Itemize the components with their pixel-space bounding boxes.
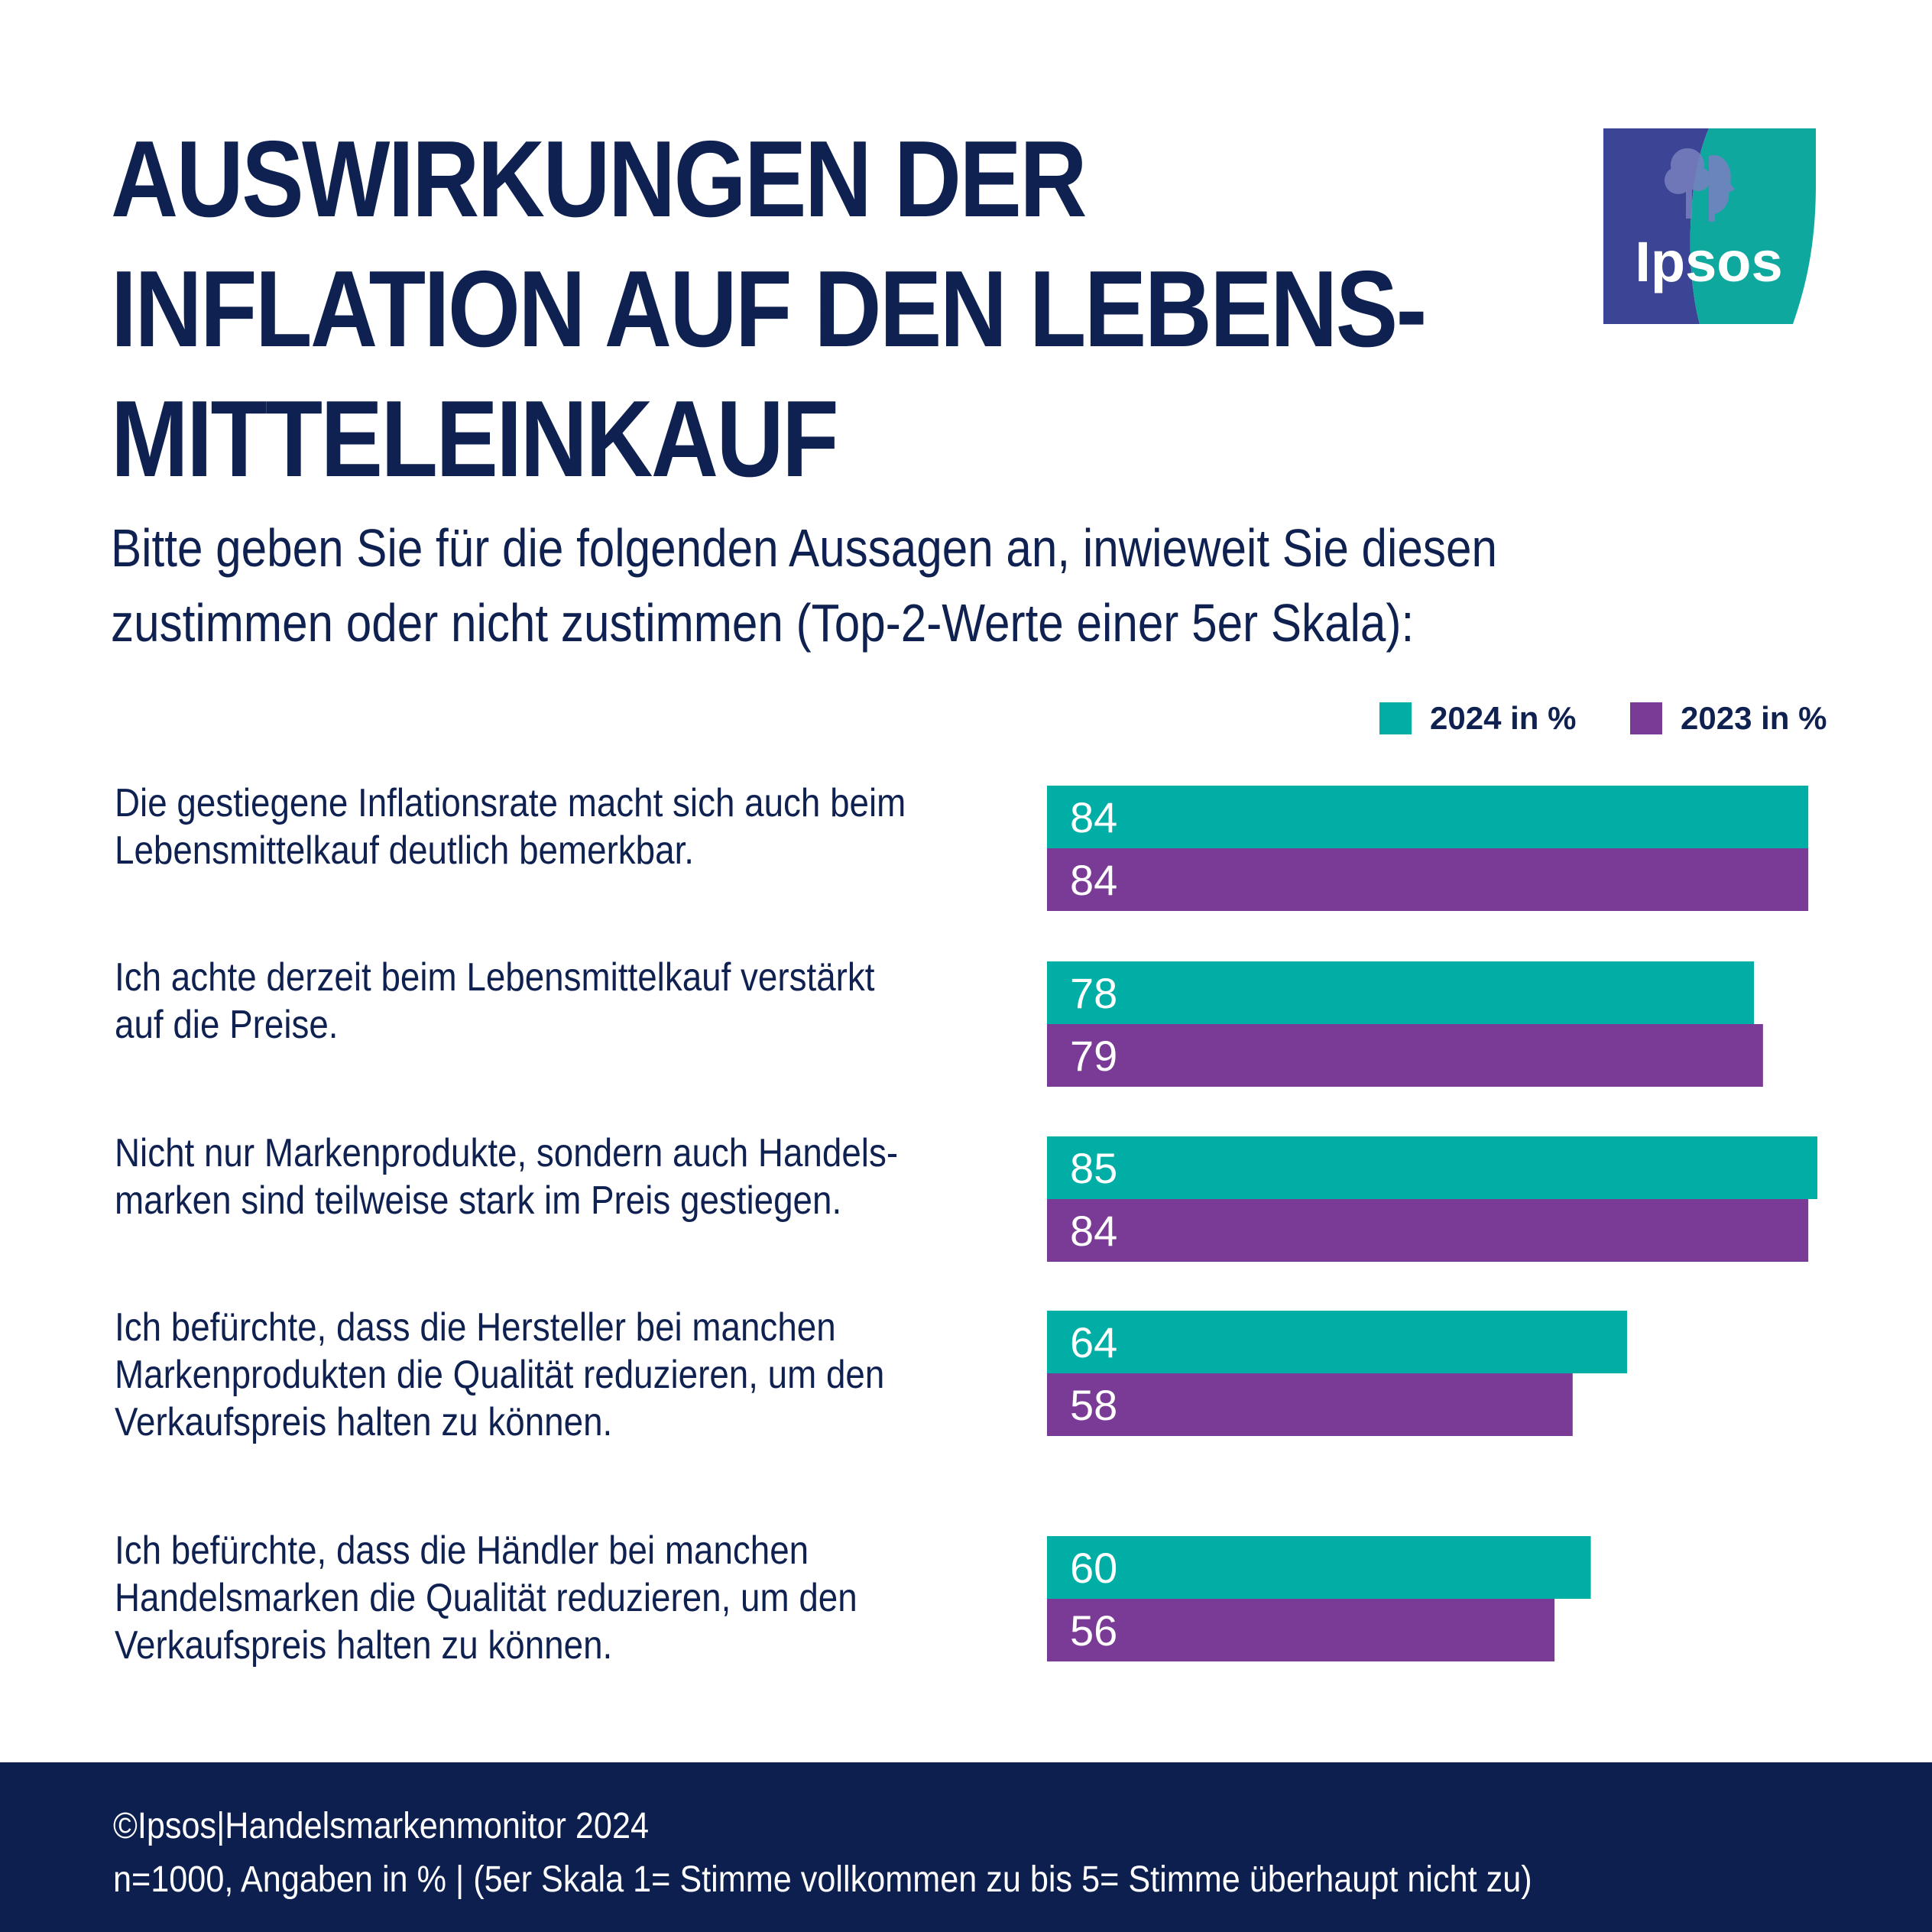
legend-swatch-2024 xyxy=(1379,702,1412,734)
bar-chart: 84 84 78 79 85 84 64 58 60 56 xyxy=(1047,786,1817,1661)
data-label-2023-statement-4: 58 xyxy=(1070,1381,1117,1429)
subtitle: Bitte geben Sie für die folgenden Aussag… xyxy=(111,511,1688,660)
data-label-2024-statement-4: 64 xyxy=(1070,1318,1117,1366)
subtitle-line-1: Bitte geben Sie für die folgenden Aussag… xyxy=(111,518,1497,578)
bar-2024-statement-3 xyxy=(1047,1136,1817,1199)
legend-item-2023: 2023 in % xyxy=(1630,700,1827,736)
legend-label-2024: 2024 in % xyxy=(1430,700,1577,736)
statement-5-line-3: Verkaufspreis halten zu können. xyxy=(115,1623,613,1668)
bar-2024-statement-1 xyxy=(1047,786,1809,848)
title-line-3: MITTELEINKAUF xyxy=(111,378,839,500)
statement-1-line-2: Lebensmittelkauf deutlich bemerkbar. xyxy=(115,828,695,873)
statement-4: Ich befürchte, dass die Hersteller bei m… xyxy=(115,1304,955,1446)
statement-3: Nicht nur Markenprodukte, sondern auch H… xyxy=(115,1130,955,1224)
statement-5: Ich befürchte, dass die Händler bei manc… xyxy=(115,1527,955,1669)
bar-2023-statement-3 xyxy=(1047,1199,1809,1262)
legend-label-2023: 2023 in % xyxy=(1681,700,1827,736)
data-label-2024-statement-3: 85 xyxy=(1070,1144,1117,1192)
statement-3-line-1: Nicht nur Markenprodukte, sondern auch H… xyxy=(115,1131,899,1175)
bar-2024-statement-5 xyxy=(1047,1536,1591,1599)
data-label-2023-statement-2: 79 xyxy=(1070,1032,1117,1080)
data-label-2023-statement-3: 84 xyxy=(1070,1207,1117,1255)
data-label-2024-statement-5: 60 xyxy=(1070,1544,1117,1592)
title-line-2: INFLATION AUF DEN LEBENS- xyxy=(111,248,1427,370)
statement-5-line-2: Handelsmarken die Qualität reduzieren, u… xyxy=(115,1576,857,1620)
data-label-2023-statement-1: 84 xyxy=(1070,856,1117,904)
bar-2024-statement-2 xyxy=(1047,961,1754,1024)
logo-text: Ipsos xyxy=(1635,230,1782,293)
tree-head-icon xyxy=(1665,148,1735,222)
statement-4-line-3: Verkaufspreis halten zu können. xyxy=(115,1400,613,1444)
footer: ©Ipsos|Handelsmarkenmonitor 2024 n=1000,… xyxy=(0,1762,1932,1932)
bar-2023-statement-1 xyxy=(1047,848,1809,911)
footer-note: n=1000, Angaben in % | (5er Skala 1= Sti… xyxy=(113,1859,1532,1900)
bar-2023-statement-2 xyxy=(1047,1024,1763,1087)
statement-1-line-1: Die gestiegene Inflationsrate macht sich… xyxy=(115,781,906,825)
data-label-2024-statement-1: 84 xyxy=(1070,793,1117,841)
bar-2024-statement-4 xyxy=(1047,1311,1627,1373)
statement-5-line-1: Ich befürchte, dass die Händler bei manc… xyxy=(115,1528,809,1573)
subtitle-line-2: zustimmen oder nicht zustimmen (Top-2-We… xyxy=(111,593,1415,653)
title-line-1: AUSWIRKUNGEN DER xyxy=(111,118,1087,240)
bar-2023-statement-4 xyxy=(1047,1373,1573,1436)
statement-3-line-2: marken sind teilweise stark im Preis ges… xyxy=(115,1178,842,1223)
statement-2-line-1: Ich achte derzeit beim Lebensmittelkauf … xyxy=(115,955,875,1000)
legend-swatch-2023 xyxy=(1630,702,1662,734)
statement-1: Die gestiegene Inflationsrate macht sich… xyxy=(115,780,955,874)
footer-source: ©Ipsos|Handelsmarkenmonitor 2024 xyxy=(113,1806,650,1846)
legend-item-2024: 2024 in % xyxy=(1379,700,1577,736)
data-label-2023-statement-5: 56 xyxy=(1070,1606,1117,1655)
ipsos-logo: Ipsos xyxy=(1603,128,1816,324)
statement-2: Ich achte derzeit beim Lebensmittelkauf … xyxy=(115,954,955,1049)
statement-4-line-2: Markenprodukten die Qualität reduzieren,… xyxy=(115,1353,885,1397)
statement-2-line-2: auf die Preise. xyxy=(115,1003,339,1047)
page-title: AUSWIRKUNGEN DER INFLATION AUF DEN LEBEN… xyxy=(111,115,1427,504)
data-label-2024-statement-2: 78 xyxy=(1070,969,1117,1017)
statement-4-line-1: Ich befürchte, dass die Hersteller bei m… xyxy=(115,1305,836,1350)
bar-2023-statement-5 xyxy=(1047,1599,1555,1661)
